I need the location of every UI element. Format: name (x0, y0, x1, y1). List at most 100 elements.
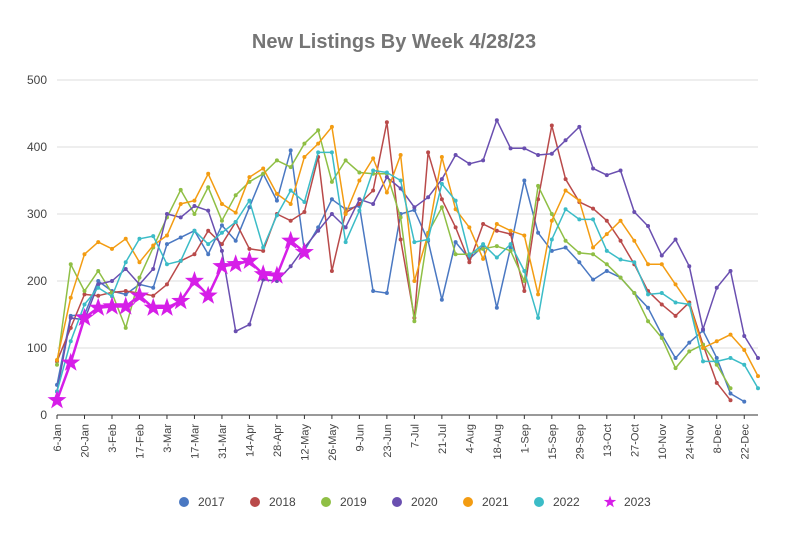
data-point (123, 266, 128, 271)
x-tick-label: 24-Nov (684, 424, 696, 460)
data-point (632, 209, 637, 214)
x-tick-label: 12-May (299, 424, 311, 461)
data-point (82, 292, 87, 297)
data-point (467, 253, 472, 258)
data-point (673, 366, 678, 371)
data-point (687, 302, 692, 307)
x-tick-label: 14-Apr (244, 424, 256, 457)
data-point (714, 285, 719, 290)
data-point (536, 197, 541, 202)
data-point (151, 293, 156, 298)
data-point (219, 218, 224, 223)
x-tick-label: 4-Aug (464, 424, 476, 453)
series-group (47, 118, 760, 409)
legend-item-2019[interactable]: 2019 (321, 495, 367, 509)
legend-item-2017[interactable]: 2017 (179, 495, 225, 509)
data-point (604, 173, 609, 178)
data-point (687, 264, 692, 269)
data-point (467, 260, 472, 265)
data-point-star (157, 297, 177, 316)
data-point (151, 243, 156, 248)
data-point (384, 175, 389, 180)
data-point (549, 248, 554, 253)
data-point (302, 141, 307, 146)
data-point (426, 237, 431, 242)
legend-item-2018[interactable]: 2018 (250, 495, 296, 509)
legend-item-2022[interactable]: 2022 (534, 495, 580, 509)
legend[interactable]: 2017 2018 2019 2020 2021 2022 2023 (179, 495, 651, 509)
data-point (274, 198, 279, 203)
data-point (164, 262, 169, 267)
data-point (577, 217, 582, 222)
data-point-star (226, 254, 246, 273)
data-point (467, 225, 472, 230)
data-point (384, 190, 389, 195)
x-tick-label: 17-Feb (134, 424, 146, 459)
data-point (412, 279, 417, 283)
data-point-star (212, 256, 232, 275)
data-point (233, 210, 238, 215)
legend-item-2023[interactable]: 2023 (603, 495, 651, 509)
data-point (219, 230, 224, 235)
data-point (494, 222, 499, 227)
data-point (714, 339, 719, 344)
data-point (646, 224, 651, 229)
y-tick-label: 500 (27, 73, 47, 87)
data-point (659, 291, 664, 296)
data-point (329, 150, 334, 155)
data-point (137, 260, 142, 265)
data-point (261, 171, 266, 176)
data-point (439, 297, 444, 302)
data-point (659, 262, 664, 267)
data-point (453, 252, 458, 257)
data-point (563, 245, 568, 250)
data-point (632, 238, 637, 243)
data-point (467, 161, 472, 166)
data-point (728, 386, 733, 391)
legend-item-2021[interactable]: 2021 (463, 495, 509, 509)
data-point (247, 246, 252, 251)
series-2023 (47, 230, 314, 409)
data-point (563, 138, 568, 143)
data-point (646, 319, 651, 324)
data-point (439, 155, 444, 160)
legend-marker (534, 497, 544, 507)
data-point (274, 213, 279, 218)
data-point (508, 146, 513, 151)
data-point (96, 285, 101, 290)
data-point (673, 313, 678, 318)
x-tick-label: 6-Jan (52, 424, 64, 452)
data-point (549, 237, 554, 242)
data-point (481, 158, 486, 163)
x-tick-label: 20-Jan (79, 424, 91, 458)
data-point (96, 279, 101, 283)
x-tick-label: 15-Sep (547, 424, 559, 459)
data-point (261, 245, 266, 250)
series-line-2023 (55, 239, 306, 401)
data-point (646, 262, 651, 267)
data-point (206, 171, 211, 176)
data-point (604, 248, 609, 253)
data-point (123, 325, 128, 330)
data-point (288, 165, 293, 170)
data-point (219, 248, 224, 253)
data-point (659, 335, 664, 340)
data-point (384, 170, 389, 175)
x-tick-label: 18-Aug (492, 424, 504, 459)
data-point (206, 228, 211, 233)
data-point (604, 268, 609, 273)
x-tick-label: 31-Mar (217, 424, 229, 459)
data-point (151, 266, 156, 271)
data-point (288, 148, 293, 153)
data-point-star (253, 264, 273, 283)
data-point (728, 268, 733, 273)
data-point (673, 356, 678, 361)
series-line-2021 (56, 126, 759, 377)
legend-item-2020[interactable]: 2020 (392, 495, 438, 509)
data-point (329, 268, 334, 273)
data-point (274, 191, 279, 196)
data-point-star (267, 265, 287, 284)
data-point (618, 257, 623, 262)
data-point-star (239, 250, 259, 269)
data-point (412, 319, 417, 324)
